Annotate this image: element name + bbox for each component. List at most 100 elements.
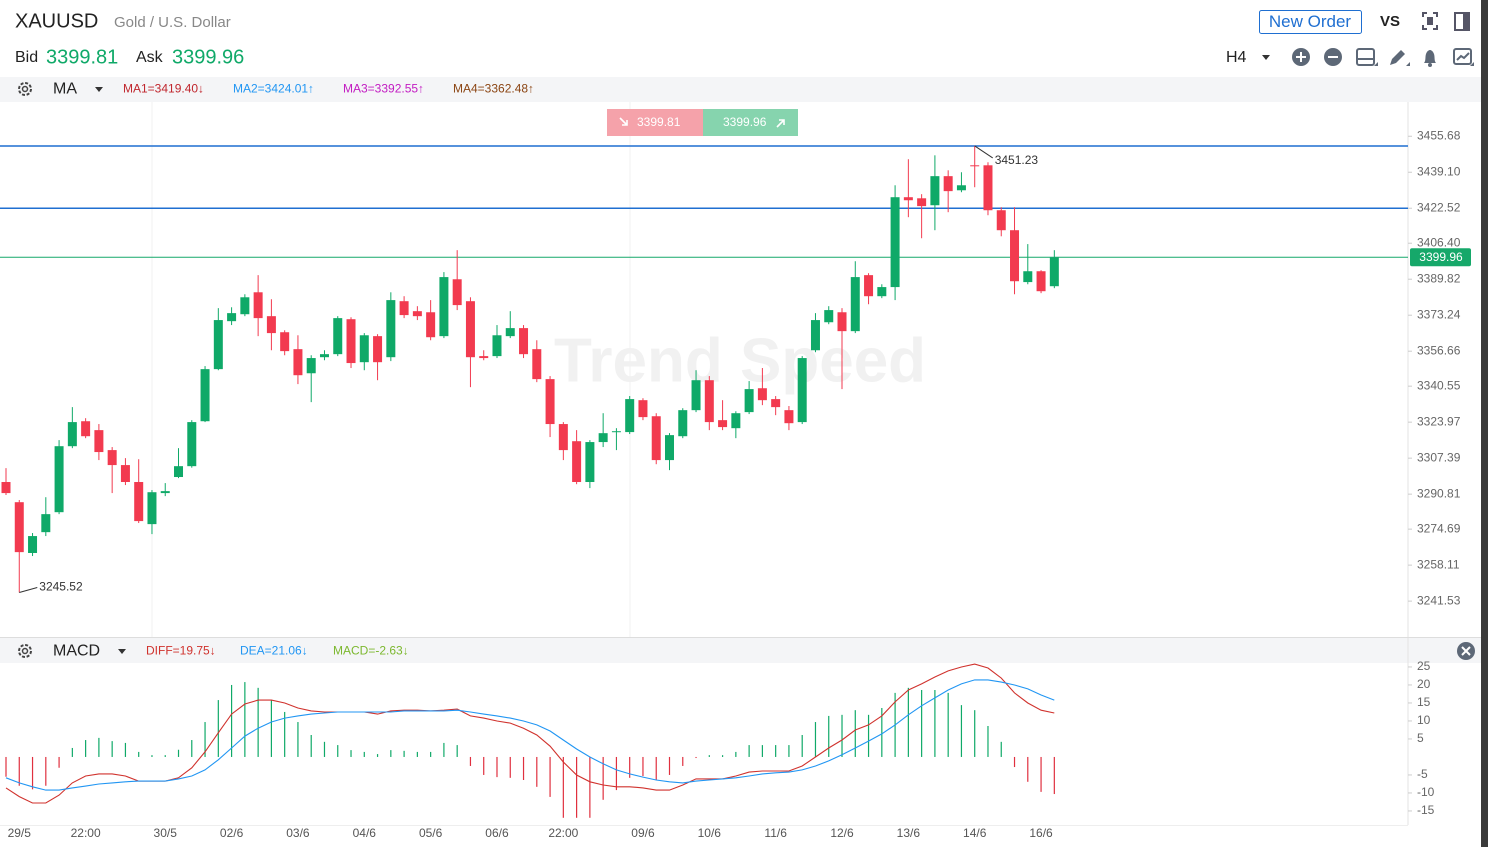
- candle-body: [227, 313, 237, 322]
- y-tick-label: 3258.11: [1417, 557, 1460, 571]
- macd-name[interactable]: MACD: [53, 643, 100, 660]
- fullscreen-icon[interactable]: [1422, 12, 1438, 30]
- candle-body: [94, 430, 104, 453]
- layout-icon[interactable]: [1356, 48, 1378, 66]
- y-tick-label: 3455.68: [1417, 128, 1461, 142]
- candle-body: [505, 328, 515, 337]
- timeframe[interactable]: H4: [1226, 49, 1247, 66]
- candle-body: [651, 416, 661, 461]
- x-tick-label: 06/6: [485, 826, 509, 840]
- indicator-value: MA4=3362.48↑: [453, 82, 534, 96]
- button-frame[interactable]: [1259, 10, 1362, 34]
- ask-price: 3399.96: [172, 46, 244, 68]
- candle-body: [174, 466, 184, 478]
- candle-body: [14, 502, 24, 553]
- candle-body: [903, 197, 913, 201]
- candle-body: [784, 410, 794, 424]
- candle-body: [678, 410, 688, 437]
- new-order-label[interactable]: New Order: [1269, 12, 1352, 31]
- candle-body: [797, 358, 807, 423]
- candle-body: [479, 356, 489, 359]
- candle-body: [638, 400, 648, 418]
- candle-body: [890, 197, 900, 288]
- y-tick-label: 3340.55: [1417, 378, 1461, 392]
- x-tick-label: 14/6: [963, 826, 987, 840]
- vs-button[interactable]: VS: [1380, 13, 1400, 30]
- indicator-icon[interactable]: [1453, 48, 1474, 66]
- symbol-name: Gold / U.S. Dollar: [114, 14, 231, 31]
- candle-body: [1010, 230, 1020, 282]
- y-tick-label: 3356.66: [1417, 343, 1461, 357]
- candle-body: [213, 320, 223, 370]
- buy-price: 3399.96: [723, 115, 767, 129]
- alert-icon[interactable]: [1424, 50, 1436, 67]
- candle-body: [412, 311, 422, 317]
- indicator-value: DEA=21.06↓: [240, 644, 308, 658]
- candle-body: [134, 482, 144, 522]
- x-tick-label: 09/6: [631, 826, 655, 840]
- candle-body: [107, 450, 117, 466]
- candle-body: [585, 442, 595, 483]
- candle-body: [452, 279, 462, 306]
- candle-body: [346, 319, 356, 364]
- ma-settings-icon[interactable]: [18, 82, 32, 96]
- macd-toolbar: [0, 638, 1481, 663]
- symbol: XAUUSD: [15, 10, 98, 32]
- dropdown-arrow[interactable]: [95, 87, 103, 92]
- candle-body: [306, 358, 316, 374]
- close-pane-icon[interactable]: [1457, 642, 1475, 660]
- high-annotation: 3451.23: [995, 153, 1039, 167]
- zoom-out-icon[interactable]: [1324, 48, 1342, 66]
- macd-line: [5, 663, 1055, 804]
- y-tick-label: -10: [1417, 785, 1435, 799]
- candle-body: [691, 380, 701, 411]
- candle-body: [943, 176, 953, 192]
- y-tick-label: 20: [1417, 677, 1431, 691]
- candle-body: [67, 422, 77, 447]
- dropdown-arrow[interactable]: [1262, 55, 1270, 60]
- sell-arrow: [619, 117, 628, 126]
- y-tick-label: 3406.40: [1417, 235, 1461, 249]
- candle-body: [1036, 271, 1046, 292]
- candle-body: [731, 413, 741, 429]
- y-tick-label: -15: [1417, 803, 1435, 817]
- candle-body: [810, 320, 820, 351]
- candle-body: [41, 514, 51, 533]
- candle-body: [319, 354, 329, 358]
- candle-body: [824, 310, 834, 323]
- y-tick-label: 10: [1417, 713, 1431, 727]
- draw-icon[interactable]: [1390, 50, 1410, 66]
- panel-icon[interactable]: [1454, 12, 1470, 31]
- ma-name[interactable]: MA: [53, 81, 77, 98]
- zoom-in-icon[interactable]: [1292, 48, 1310, 66]
- y-tick-label: 3422.52: [1417, 200, 1461, 214]
- y-tick-label: 3241.53: [1417, 593, 1461, 607]
- candle-body: [253, 292, 263, 319]
- new-order-button[interactable]: New Order: [1259, 10, 1362, 34]
- candle-body: [147, 492, 157, 525]
- candle-body: [665, 435, 674, 461]
- candle-body: [120, 465, 130, 483]
- candle-body: [519, 328, 529, 355]
- candle-body: [492, 335, 502, 357]
- dropdown-arrow[interactable]: [118, 649, 126, 654]
- x-tick-label: 22:00: [71, 826, 101, 840]
- candle-body: [386, 300, 396, 358]
- candle-body: [160, 491, 170, 494]
- bid-price: 3399.81: [46, 46, 118, 68]
- low-pointer: [19, 586, 38, 593]
- candle-body: [1, 482, 11, 494]
- candle-body: [757, 388, 767, 401]
- price-tag-label: 3399.96: [1419, 250, 1463, 264]
- price-tag: [1410, 248, 1471, 267]
- candle-body: [744, 389, 754, 413]
- sell-box: [607, 109, 703, 136]
- candle-body: [718, 420, 728, 428]
- indicator-value: DIFF=19.75↓: [146, 644, 216, 658]
- macd-settings-icon[interactable]: [18, 644, 32, 658]
- scrollbar[interactable]: [1481, 0, 1488, 847]
- indicator-value: MA1=3419.40↓: [123, 82, 204, 96]
- x-tick-label: 02/6: [220, 826, 244, 840]
